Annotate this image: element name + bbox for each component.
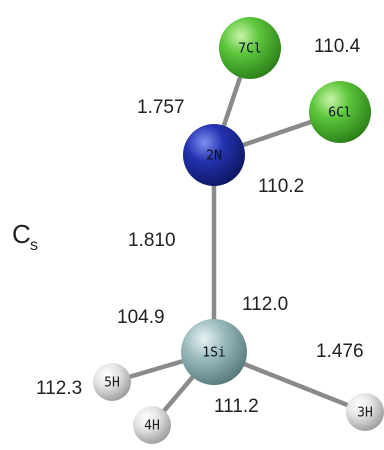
atom-label-cl6: 6Cl xyxy=(328,106,351,121)
point-group-subscript: s xyxy=(30,237,38,254)
atom-h5: 5H xyxy=(93,363,131,401)
bond-length-n-cl: 1.757 xyxy=(137,97,185,118)
point-group-label: C s xyxy=(12,219,38,254)
angle-h5-si-h4: 112.3 xyxy=(36,378,82,399)
bond-length-n-si: 1.810 xyxy=(128,230,176,251)
atom-cl7: 7Cl xyxy=(219,17,281,79)
angle-h-si-h: 111.2 xyxy=(214,396,259,417)
atom-label-h4: 4H xyxy=(144,419,160,434)
angle-n-si-h5: 104.9 xyxy=(117,307,165,328)
atom-n2: 2N xyxy=(183,124,245,186)
atom-label-h5: 5H xyxy=(104,376,120,391)
atom-cl6: 6Cl xyxy=(309,81,371,143)
bond-length-si-h: 1.476 xyxy=(316,341,364,362)
point-group-main: C xyxy=(12,219,31,249)
atom-h3: 3H xyxy=(346,393,384,431)
atom-label-h3: 3H xyxy=(357,406,373,421)
angle-cl-n-si: 110.2 xyxy=(258,176,304,197)
atom-h4: 4H xyxy=(133,406,171,444)
angle-n-si-h3: 112.0 xyxy=(242,294,288,315)
atom-label-si1: 1Si xyxy=(202,346,225,361)
angle-cl-n-cl: 110.4 xyxy=(314,36,361,57)
atom-label-cl7: 7Cl xyxy=(238,42,261,57)
atom-label-n2: 2N xyxy=(206,149,222,164)
atom-si1: 1Si xyxy=(181,319,247,385)
